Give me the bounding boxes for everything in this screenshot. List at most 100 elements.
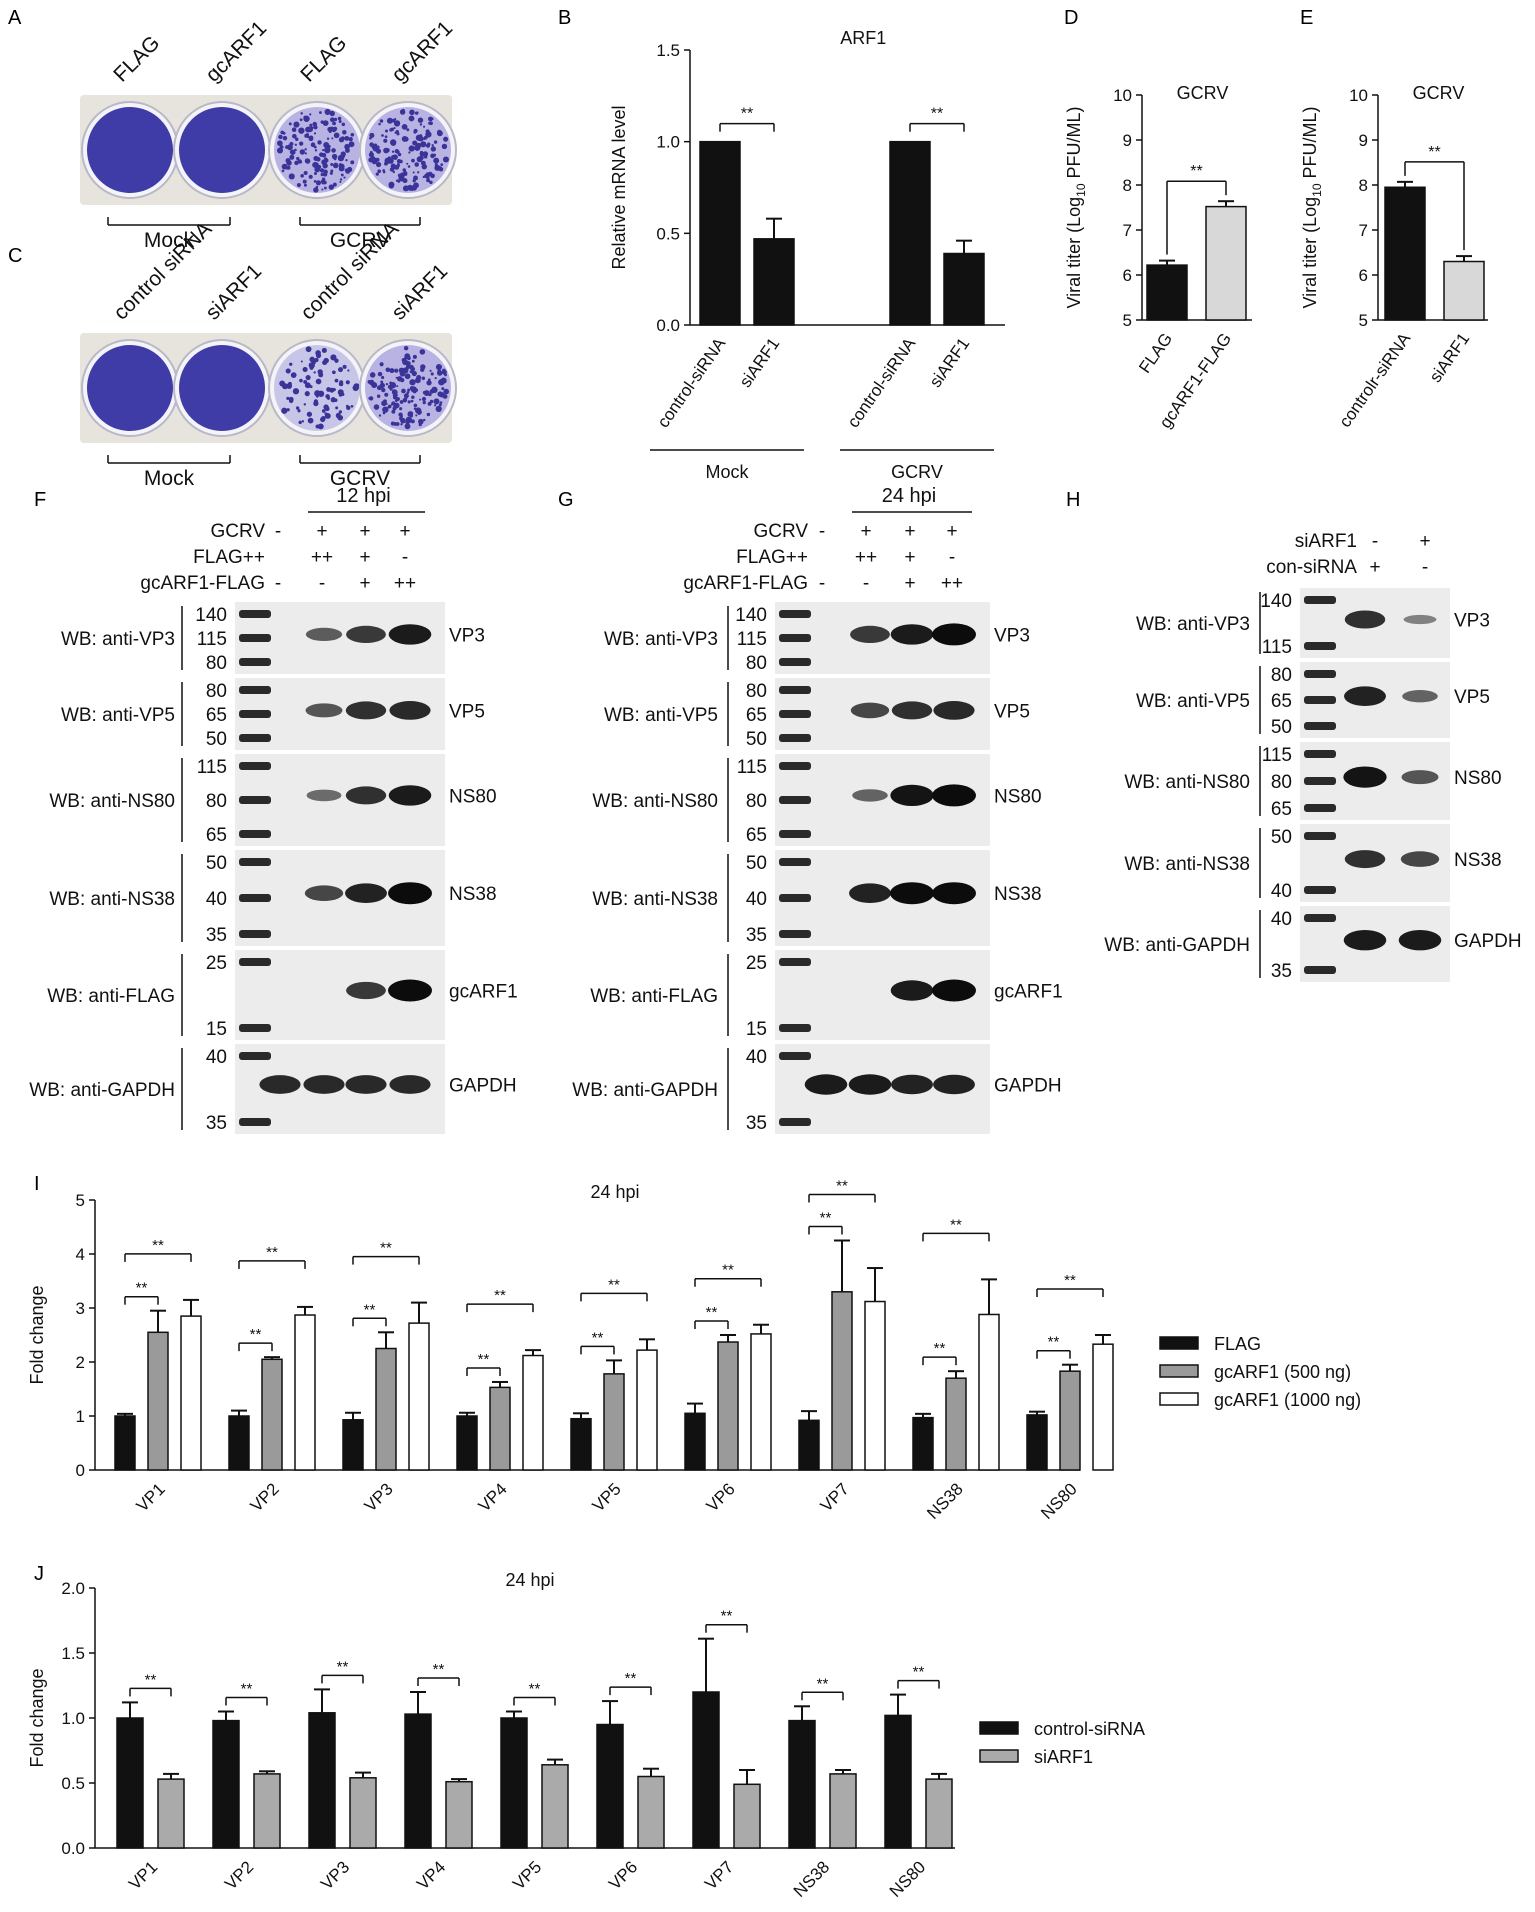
plaque: [278, 134, 283, 140]
plaque: [326, 137, 330, 140]
plaque: [309, 385, 313, 389]
sig-label: **: [494, 1287, 506, 1304]
band-label: NS38: [994, 884, 1042, 905]
x-tick-label: siARF1: [926, 334, 974, 391]
condition-value: +: [399, 521, 410, 542]
protein-band: [890, 784, 934, 807]
marker-label: 50: [1271, 717, 1292, 738]
condition-label: gcARF1-FLAG: [683, 573, 808, 594]
protein-band: [303, 1075, 345, 1094]
ladder-band: [1304, 670, 1336, 678]
plaque: [289, 154, 295, 160]
plaque: [317, 164, 322, 170]
y-axis-label-end: PFU/ML): [1064, 106, 1084, 183]
plaque: [407, 400, 411, 404]
ladder-band: [779, 634, 811, 642]
wb-antibody-label: WB: anti-GAPDH: [572, 1080, 718, 1101]
ladder-band: [1304, 722, 1336, 730]
bar: [541, 1764, 569, 1849]
plaque: [369, 372, 376, 378]
plaque: [317, 369, 322, 374]
plaque: [339, 162, 342, 166]
marker-label: 80: [206, 681, 227, 702]
condition-label: FLAG++: [193, 547, 265, 568]
plaque: [384, 129, 389, 133]
plaque: [348, 141, 355, 148]
group-label: GCRV: [330, 467, 390, 490]
plaque: [382, 406, 389, 413]
ladder-band: [239, 796, 271, 804]
ladder-band: [779, 894, 811, 902]
plaque: [373, 404, 380, 410]
plaque: [421, 396, 427, 402]
plaque: [369, 132, 375, 138]
condition-value: -: [1422, 557, 1428, 578]
well-stain: [365, 107, 451, 193]
protein-band: [388, 624, 432, 645]
plaque: [394, 399, 398, 403]
plaque: [409, 379, 416, 386]
bar: [253, 1773, 281, 1849]
plaque: [416, 375, 422, 381]
plaque: [343, 176, 346, 179]
plaque: [379, 119, 384, 123]
plaque: [387, 406, 390, 409]
y-axis-label-main: Viral titer (Log: [1064, 197, 1084, 309]
plaque: [323, 180, 327, 185]
plaque: [443, 388, 450, 395]
plaque: [389, 387, 393, 391]
plaque: [428, 392, 432, 397]
bar: [978, 1313, 1000, 1471]
plaque-plate-A: FLAG gcARF1 FLAG gcARF1 Mock GCRV: [80, 17, 457, 252]
ladder-band: [1304, 750, 1336, 758]
plaque: [418, 135, 424, 142]
wb-antibody-label: WB: anti-VP3: [1136, 614, 1250, 635]
plaque: [411, 158, 415, 163]
protein-band: [1344, 610, 1386, 629]
plaque: [392, 154, 398, 160]
x-tick-label: VP5: [509, 1857, 545, 1893]
plaque: [427, 142, 431, 146]
bar: [522, 1354, 544, 1471]
sig-label: **: [478, 1351, 490, 1368]
bar: [408, 1322, 430, 1471]
plaque: [401, 135, 408, 142]
y-tick-label: 10: [1113, 86, 1132, 105]
plaque: [338, 381, 344, 387]
marker-label: 65: [746, 825, 767, 846]
wb-antibody-label: WB: anti-VP3: [61, 629, 175, 650]
plaque: [347, 369, 350, 372]
plaque: [341, 154, 346, 158]
plaque: [393, 120, 401, 127]
bar: [1205, 205, 1247, 321]
plaque: [342, 364, 347, 369]
panel-letter-G: G: [558, 489, 574, 511]
plaque: [315, 395, 319, 398]
chart-J: 0.0 0.5 1.0 1.5 2.0 24 hpi Fold change VP1 VP2 VP…: [27, 1570, 1145, 1901]
ladder-band: [779, 796, 811, 804]
x-tick-label: VP4: [413, 1857, 449, 1893]
band-label: GAPDH: [994, 1076, 1062, 1097]
band-label: NS80: [1454, 768, 1502, 789]
well-stain: [274, 345, 360, 431]
plaque: [324, 412, 331, 419]
protein-band: [852, 789, 888, 802]
plaque: [427, 401, 432, 406]
plaque: [392, 406, 397, 411]
x-tick-label: VP3: [361, 1479, 397, 1515]
plaque: [407, 388, 411, 392]
condition-label: siARF1: [1295, 531, 1357, 552]
x-tick-label: siARF1: [1426, 329, 1474, 386]
plaque: [428, 121, 432, 125]
marker-label: 140: [735, 605, 767, 626]
sig-label: **: [152, 1237, 164, 1254]
ladder-band: [1304, 914, 1336, 922]
plaque: [409, 109, 415, 116]
plaque: [378, 414, 382, 417]
protein-band: [1402, 690, 1438, 703]
plaque: [426, 412, 431, 417]
group-label: Mock: [705, 462, 749, 482]
plaque: [329, 126, 335, 132]
protein-band: [388, 785, 432, 806]
